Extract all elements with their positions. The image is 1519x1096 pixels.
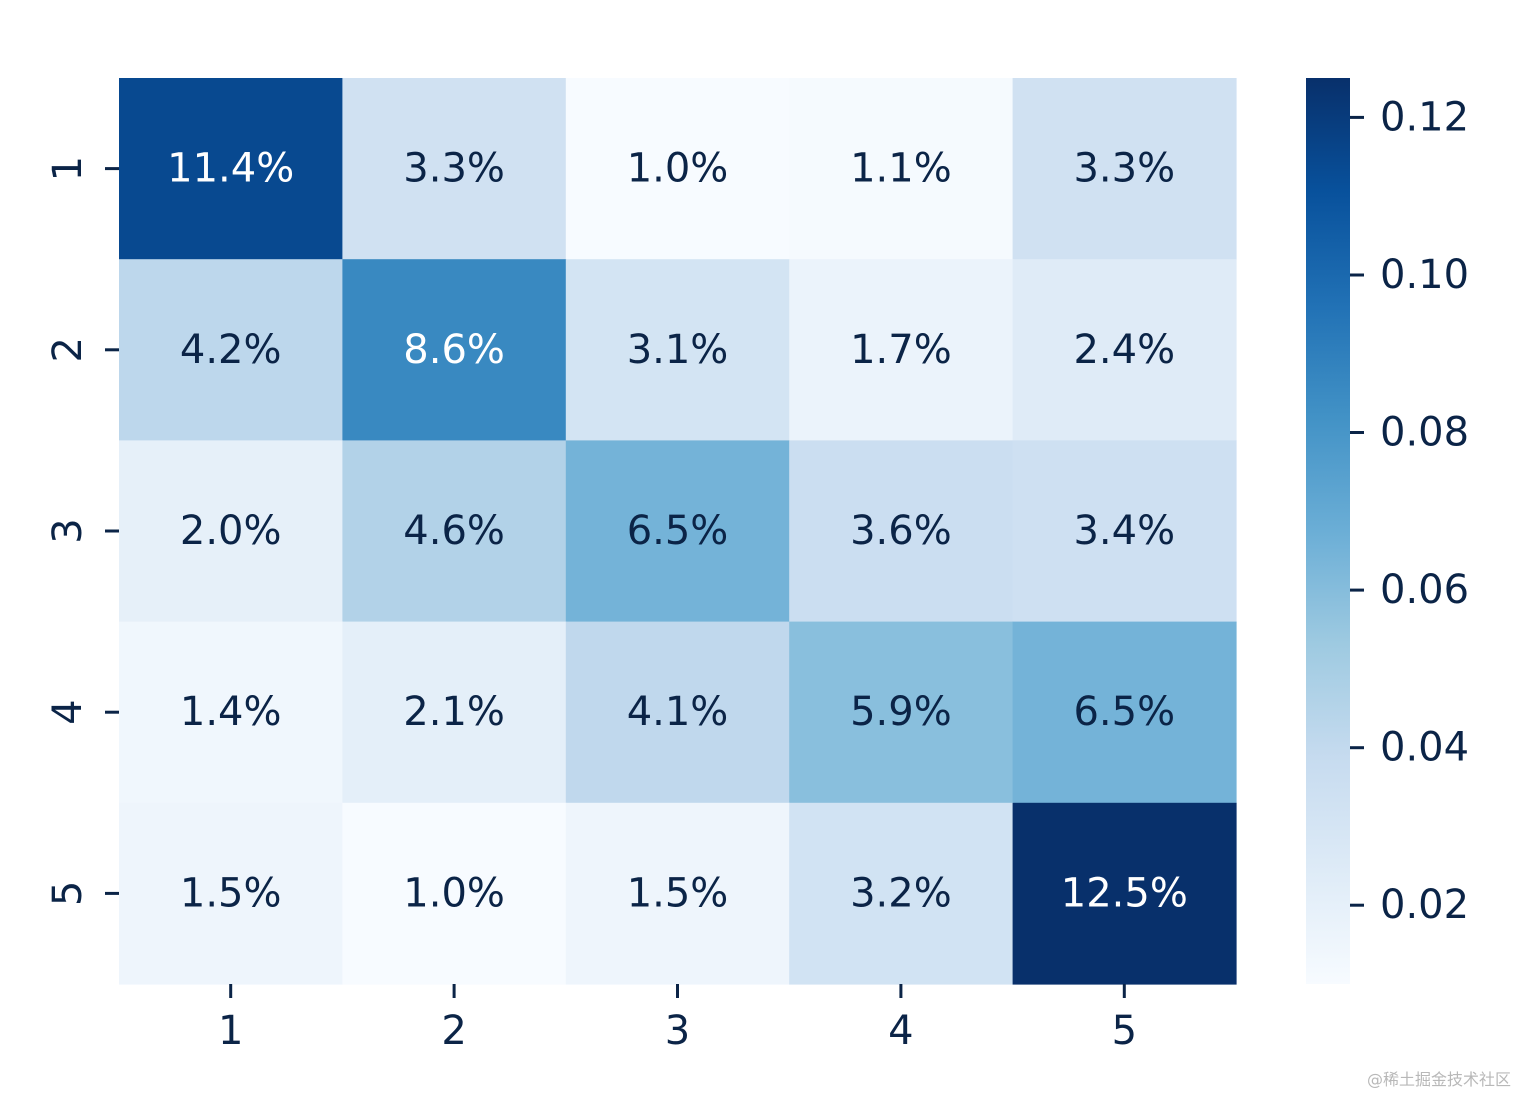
cell-annotation-r5-c4: 3.2% bbox=[850, 870, 952, 916]
heatmap-cell-r1-c5 bbox=[1012, 78, 1237, 260]
colorbar: 0.02 0.04 0.06 0.08 0.10 0.12 bbox=[1306, 78, 1469, 984]
cell-annotation-r3-c1: 2.0% bbox=[180, 508, 282, 554]
heatmap-cells bbox=[119, 78, 1237, 985]
heatmap-cell-r2-c1 bbox=[119, 259, 343, 441]
heatmap-cell-r1-c3 bbox=[565, 78, 790, 260]
cell-annotation-r2-c3: 3.1% bbox=[627, 327, 729, 373]
heatmap-cell-r2-c4 bbox=[789, 259, 1014, 441]
heatmap-cell-r4-c1 bbox=[119, 621, 343, 804]
heatmap-cell-r5-c5 bbox=[1012, 802, 1237, 985]
cell-annotation-r4-c5: 6.5% bbox=[1073, 689, 1175, 735]
cell-annotation-r5-c3: 1.5% bbox=[627, 870, 729, 916]
heatmap-cell-r1-c1 bbox=[119, 78, 343, 260]
cell-annotation-r3-c2: 4.6% bbox=[403, 508, 505, 554]
colorbar-gradient bbox=[1306, 78, 1350, 984]
heatmap-cell-r2-c5 bbox=[1012, 259, 1237, 441]
heatmap-cell-r5-c2 bbox=[342, 802, 567, 985]
cell-annotation-r4-c3: 4.1% bbox=[627, 689, 729, 735]
colorbar-tick-label-1: 0.02 bbox=[1380, 882, 1469, 928]
heatmap-cell-r2-c3 bbox=[565, 259, 790, 441]
x-tick-label-1: 1 bbox=[218, 1008, 243, 1054]
heatmap-cell-r4-c2 bbox=[342, 621, 567, 804]
cell-annotation-r1-c4: 1.1% bbox=[850, 146, 952, 192]
y-tick-label-4: 4 bbox=[45, 699, 91, 724]
cell-annotation-r3-c4: 3.6% bbox=[850, 508, 952, 554]
heatmap-cell-r5-c3 bbox=[565, 802, 790, 985]
x-tick-label-2: 2 bbox=[441, 1008, 466, 1054]
cell-annotation-r4-c2: 2.1% bbox=[403, 689, 505, 735]
heatmap-cell-r2-c2 bbox=[342, 259, 567, 441]
colorbar-tick-label-2: 0.04 bbox=[1380, 725, 1469, 771]
x-tick-label-3: 3 bbox=[665, 1008, 690, 1054]
y-tick-label-3: 3 bbox=[45, 518, 91, 543]
colorbar-tick-label-4: 0.08 bbox=[1380, 410, 1469, 456]
heatmap-cell-r3-c4 bbox=[789, 440, 1014, 623]
x-axis: 1 2 3 4 5 bbox=[218, 984, 1137, 1054]
heatmap-cell-r5-c1 bbox=[119, 802, 343, 985]
heatmap-cell-r3-c5 bbox=[1012, 440, 1237, 623]
cell-annotation-r1-c1: 11.4% bbox=[167, 146, 294, 192]
cell-annotation-r2-c4: 1.7% bbox=[850, 327, 952, 373]
cell-annotation-r2-c1: 4.2% bbox=[180, 327, 282, 373]
heatmap-cell-r1-c2 bbox=[342, 78, 567, 260]
heatmap-cell-r3-c2 bbox=[342, 440, 567, 623]
y-axis: 1 2 3 4 5 bbox=[45, 156, 119, 906]
heatmap-cell-r4-c3 bbox=[565, 621, 790, 804]
cell-annotation-r2-c2: 8.6% bbox=[403, 327, 505, 373]
cell-annotation-r1-c2: 3.3% bbox=[403, 146, 505, 192]
cell-annotation-r1-c5: 3.3% bbox=[1073, 146, 1175, 192]
colorbar-tick-label-5: 0.10 bbox=[1380, 252, 1469, 298]
heatmap-cell-r3-c1 bbox=[119, 440, 343, 623]
cell-annotation-r2-c5: 2.4% bbox=[1073, 327, 1175, 373]
y-tick-label-2: 2 bbox=[45, 337, 91, 362]
colorbar-tick-label-6: 0.12 bbox=[1380, 94, 1469, 140]
cell-annotation-r5-c2: 1.0% bbox=[403, 870, 505, 916]
cell-annotation-r3-c3: 6.5% bbox=[627, 508, 729, 554]
watermark: @稀土掘金技术社区 bbox=[1366, 1070, 1511, 1089]
cell-annotation-r1-c3: 1.0% bbox=[627, 146, 729, 192]
heatmap-cell-r5-c4 bbox=[789, 802, 1014, 985]
cell-annotation-r4-c1: 1.4% bbox=[180, 689, 282, 735]
cell-annotation-r4-c4: 5.9% bbox=[850, 689, 952, 735]
heatmap-cell-r4-c5 bbox=[1012, 621, 1237, 804]
heatmap-cell-r3-c3 bbox=[565, 440, 790, 623]
heatmap-cell-r4-c4 bbox=[789, 621, 1014, 804]
y-tick-label-5: 5 bbox=[45, 881, 91, 906]
y-tick-label-1: 1 bbox=[45, 156, 91, 181]
x-tick-label-5: 5 bbox=[1112, 1008, 1137, 1054]
x-tick-label-4: 4 bbox=[888, 1008, 913, 1054]
cell-annotation-r5-c5: 12.5% bbox=[1061, 870, 1188, 916]
cell-annotation-r5-c1: 1.5% bbox=[180, 870, 282, 916]
cell-annotation-r3-c5: 3.4% bbox=[1073, 508, 1175, 554]
heatmap-annotations: 11.4% 3.3% 1.0% 1.1% 3.3% 4.2% 8.6% 3.1% 1.7% 2.4… bbox=[167, 146, 1188, 917]
heatmap-cell-r1-c4 bbox=[789, 78, 1014, 260]
colorbar-tick-label-3: 0.06 bbox=[1380, 567, 1469, 613]
